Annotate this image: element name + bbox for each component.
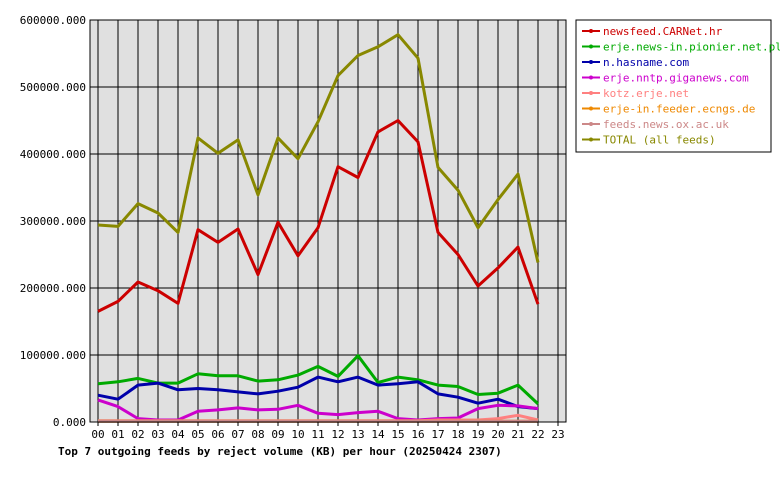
x-tick-label: 01 — [111, 428, 124, 441]
x-tick-label: 19 — [471, 428, 484, 441]
x-tick-label: 00 — [91, 428, 104, 441]
legend-label: TOTAL (all feeds) — [603, 134, 716, 147]
x-tick-label: 06 — [211, 428, 224, 441]
series-line-0 — [97, 119, 540, 313]
grid — [90, 19, 566, 423]
x-tick-label: 03 — [151, 428, 164, 441]
y-tick-label: 500000.000 — [20, 81, 86, 94]
plot-frame — [89, 19, 567, 423]
y-tick-label: 0.000 — [53, 416, 86, 429]
chart-title: Top 7 outgoing feeds by reject volume (K… — [58, 445, 502, 458]
x-tick-label: 12 — [331, 428, 344, 441]
x-tick-label: 04 — [171, 428, 185, 441]
legend-marker — [589, 75, 593, 80]
series-line-2 — [97, 375, 539, 411]
legend-marker — [589, 122, 593, 126]
series-line-7 — [97, 33, 540, 263]
legend-marker — [589, 91, 593, 95]
legend-marker — [589, 106, 593, 111]
x-tick-label: 15 — [391, 428, 404, 441]
series-lines — [97, 33, 540, 423]
y-tick-label: 300000.000 — [20, 215, 86, 228]
x-tick-label: 23 — [551, 428, 564, 441]
x-tick-label: 10 — [291, 428, 304, 441]
legend-label: kotz.erje.net — [603, 87, 689, 100]
y-tick-label: 600000.000 — [20, 14, 86, 27]
legend-marker — [589, 44, 593, 49]
x-tick-label: 14 — [371, 428, 385, 441]
series-line-1 — [97, 354, 540, 405]
x-axis-ticks: 00 01 02 03 04 05 06 07 08 09 10 11 12 13 14 15 16 17 18 19… — [91, 422, 565, 441]
legend-label: n.hasname.com — [603, 56, 689, 69]
legend-box — [575, 19, 772, 153]
y-axis-ticks: 0.000 100000.000 200000.000 300000.000 40000… — [20, 14, 86, 429]
x-tick-label: 05 — [191, 428, 204, 441]
y-tick-label: 200000.000 — [20, 282, 86, 295]
y-tick-label: 400000.000 — [20, 148, 86, 161]
legend-marker — [589, 137, 593, 142]
x-tick-label: 08 — [251, 428, 264, 441]
x-tick-label: 07 — [231, 428, 244, 441]
x-tick-label: 21 — [511, 428, 524, 441]
x-tick-label: 02 — [131, 428, 144, 441]
legend-label: newsfeed.CARNet.hr — [603, 25, 723, 38]
y-tick-label: 100000.000 — [20, 349, 86, 362]
x-tick-label: 18 — [451, 428, 464, 441]
x-tick-label: 09 — [271, 428, 284, 441]
legend-marker — [589, 29, 593, 33]
x-tick-label: 20 — [491, 428, 504, 441]
x-tick-label: 17 — [431, 428, 444, 441]
x-tick-label: 16 — [411, 428, 424, 441]
x-tick-label: 13 — [351, 428, 364, 441]
legend: newsfeed.CARNet.hr erje.news-in.pionier.n… — [575, 19, 780, 153]
legend-label: erje.news-in.pionier.net.pl — [603, 41, 780, 54]
x-tick-label: 11 — [311, 428, 324, 441]
legend-marker — [589, 60, 593, 64]
legend-label: erje-in.feeder.ecngs.de — [603, 103, 755, 116]
x-tick-label: 22 — [531, 428, 544, 441]
legend-label: erje.nntp.giganews.com — [603, 72, 749, 85]
legend-label: feeds.news.ox.ac.uk — [603, 118, 729, 131]
